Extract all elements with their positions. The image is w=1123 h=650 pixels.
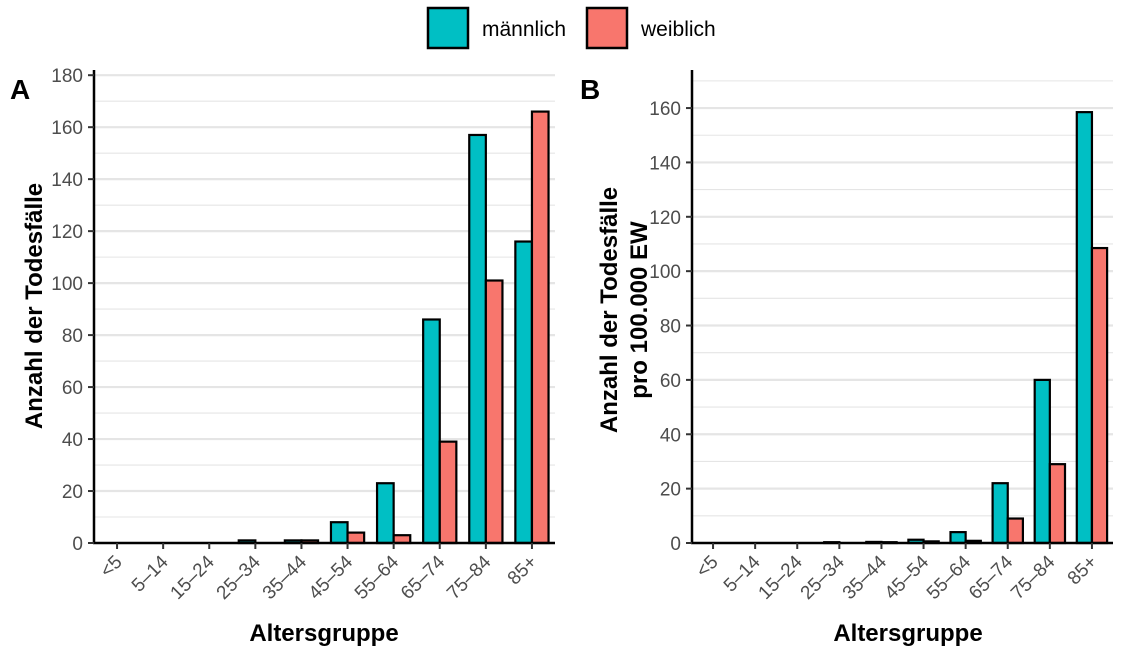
panel-a-tag: A — [10, 74, 30, 105]
panel-b-y-tick-label: 40 — [660, 425, 681, 446]
panel-b-y-tick-label: 120 — [649, 208, 681, 229]
panel-a-y-tick-label: 180 — [51, 66, 83, 87]
panel-b-x-axis-title: Altersgruppe — [833, 620, 982, 647]
panel-a-x-tick-label: 65–74 — [397, 551, 450, 604]
panel-a-y-tick-label: 140 — [51, 170, 83, 191]
panel-b-bar-maennlich-85plus — [1075, 111, 1094, 545]
panel-a-y-tick-label: 0 — [72, 534, 83, 555]
panel-b-x-tick-label: 15–24 — [755, 551, 808, 604]
panel-a-x-tick-label: 35–44 — [259, 551, 312, 604]
panel-a-bar-maennlich-55-64 — [375, 482, 395, 545]
panel-a-bar-maennlich-75-84 — [468, 133, 487, 545]
panel-a-x-tick-label: 55–64 — [351, 551, 404, 604]
panel-a-x-tick-label: 75–84 — [443, 551, 496, 604]
legend-swatch-weiblich — [585, 6, 629, 50]
panel-b-x-tick-label: 25–34 — [797, 551, 850, 604]
panel-a-x-tick-label: 45–54 — [305, 551, 358, 604]
legend-label-weiblich: weiblich — [640, 18, 716, 41]
panel-b-x-tick-label: 35–44 — [839, 551, 892, 604]
panel-a-bar-maennlich-45-54 — [329, 521, 349, 545]
panel-b-x-tick-label: 85+ — [1064, 552, 1102, 590]
panel-a-y-tick-label: 100 — [51, 274, 83, 295]
legend: männlich weiblich — [426, 6, 716, 50]
legend-label-maennlich: männlich — [482, 18, 566, 41]
panel-b-x-tick-label: 55–64 — [923, 551, 976, 604]
panel-a-x-tick-label: 25–34 — [213, 551, 266, 604]
panel-b-x-tick-label: 65–74 — [965, 551, 1018, 604]
panel-a-y-tick-label: 80 — [62, 326, 83, 347]
panel-b-y-axis-title-line: pro 100.000 EW — [626, 221, 653, 399]
panel-a-bar-weiblich-65-74 — [438, 440, 458, 545]
panel-a-x-tick-label: 15–24 — [167, 551, 220, 604]
panel-a-y-tick-label: 60 — [62, 378, 83, 399]
panel-b-bar-weiblich-85plus — [1090, 246, 1109, 545]
panel-b-x-tick-label: <5 — [692, 552, 722, 582]
panel-a-bar-maennlich-85plus — [514, 240, 534, 545]
panel-b-y-axis-title: Anzahl der Todesfälle pro 100.000 EW — [596, 187, 653, 433]
panel-b-x-tick-label: 75–84 — [1007, 551, 1060, 604]
panel-b-bar-weiblich-75-84 — [1048, 463, 1067, 545]
panel-a-y-axis-title-line: Anzahl der Todesfälle — [21, 183, 48, 429]
panel-a-y-tick-label: 40 — [62, 430, 83, 451]
panel-b-y-axis-title-line: Anzahl der Todesfälle — [596, 187, 623, 433]
panel-b-bar-weiblich-65-74 — [1006, 517, 1025, 545]
panel-b-x-tick-label: 45–54 — [881, 551, 934, 604]
panel-b-bar-maennlich-65-74 — [991, 482, 1009, 545]
panel-b-y-tick-label: 0 — [670, 534, 681, 555]
panel-a-y-tick-label: 120 — [51, 222, 83, 243]
panel-b-y-tick-label: 140 — [649, 153, 681, 174]
panel-a-y-tick-label: 20 — [62, 482, 83, 503]
panel-a-bar-weiblich-75-84 — [484, 279, 504, 545]
legend-swatch-maennlich — [426, 6, 470, 50]
panel-b-tag: B — [580, 74, 600, 105]
panel-a-x-tick-label: 85+ — [504, 552, 542, 590]
panel-a-x-tick-label: <5 — [96, 552, 126, 582]
panel-a-y-axis-title: Anzahl der Todesfälle — [21, 183, 48, 429]
panel-b-y-tick-label: 20 — [660, 480, 681, 501]
panel-b-y-tick-label: 60 — [660, 371, 681, 392]
panel-b-y-tick-label: 160 — [649, 99, 681, 120]
panel-a-x-axis-title: Altersgruppe — [249, 620, 398, 647]
panel-b: 020406080100120140160<55–1415–2425–3435–… — [580, 70, 1113, 647]
panel-b-y-tick-label: 100 — [649, 262, 681, 283]
panel-b-bar-maennlich-75-84 — [1033, 378, 1051, 545]
panel-a-bar-maennlich-65-74 — [422, 318, 441, 545]
panel-b-y-tick-label: 80 — [660, 317, 681, 338]
panel-b-bar-maennlich-55-64 — [949, 531, 967, 545]
panel-a-bar-weiblich-45-54 — [346, 531, 366, 545]
panel-a-y-tick-label: 160 — [51, 118, 83, 139]
panel-a-bar-weiblich-85plus — [530, 110, 550, 545]
